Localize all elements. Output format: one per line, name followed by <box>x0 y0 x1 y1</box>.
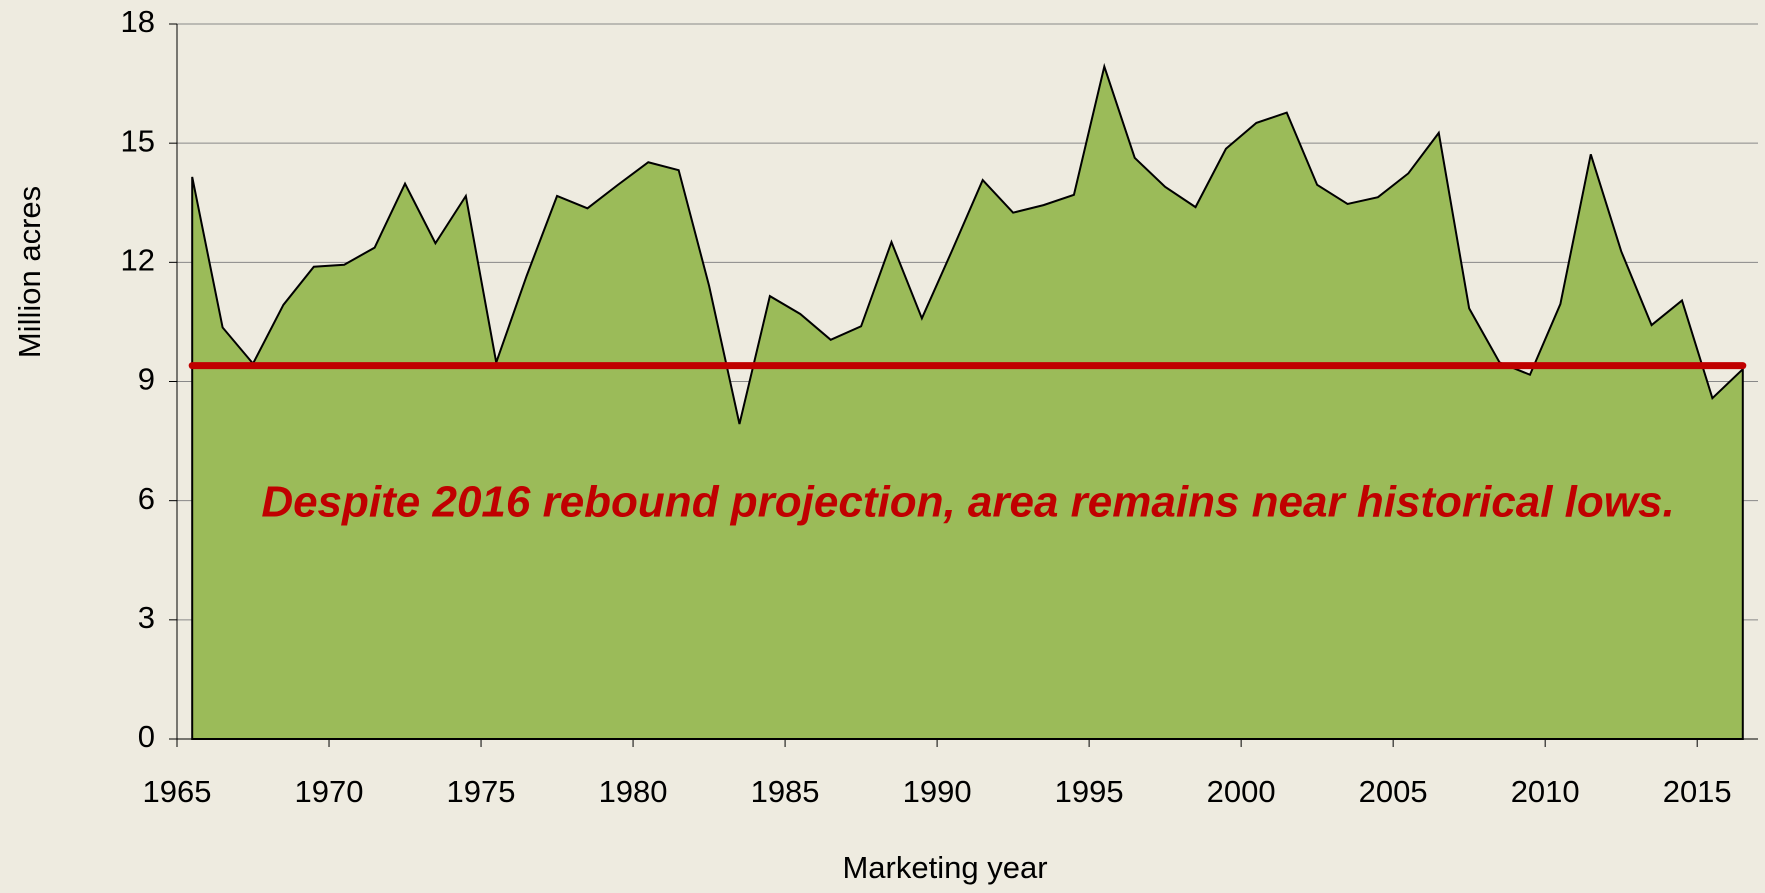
x-axis-label: Marketing year <box>842 850 1047 885</box>
x-tick-label: 1970 <box>295 774 364 809</box>
x-tick-label: 1965 <box>143 774 212 809</box>
y-tick-label: 3 <box>138 600 155 635</box>
x-tick-label: 2015 <box>1663 774 1732 809</box>
x-tick-label: 1975 <box>447 774 516 809</box>
y-tick-label: 18 <box>121 4 155 39</box>
y-tick-label: 0 <box>138 719 155 754</box>
x-tick-label: 2000 <box>1207 774 1276 809</box>
x-tick-label: 1980 <box>599 774 668 809</box>
x-tick-label: 2005 <box>1359 774 1428 809</box>
x-tick-label: 1990 <box>903 774 972 809</box>
x-tick-label: 1985 <box>751 774 820 809</box>
y-tick-label: 6 <box>138 481 155 516</box>
area <box>191 62 1744 740</box>
annotation: Despite 2016 rebound projection, area re… <box>261 478 1674 527</box>
y-tick-label: 12 <box>121 243 155 278</box>
x-tick-label: 2010 <box>1511 774 1580 809</box>
y-tick-label: 15 <box>121 123 155 158</box>
y-axis-label: Million acres <box>12 186 47 358</box>
y-tick-label: 9 <box>138 362 155 397</box>
x-tick-label: 1995 <box>1055 774 1124 809</box>
